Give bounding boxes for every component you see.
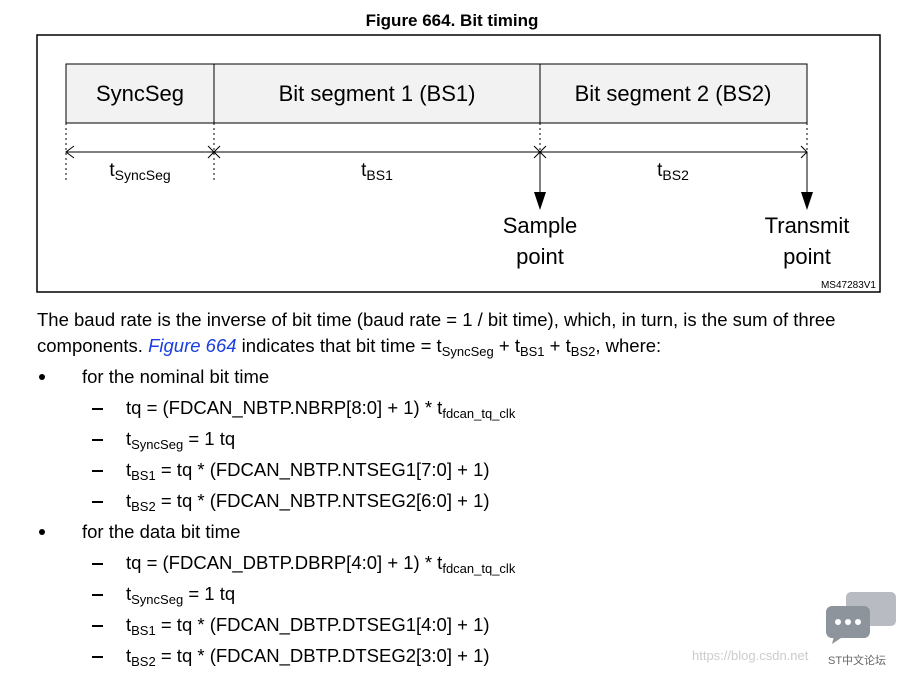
sub-item-text: tq = (FDCAN_DBTP.DBRP[4:0] + 1) * tfdcan…: [126, 552, 516, 576]
watermark-forum: ST中文论坛: [828, 655, 887, 667]
marker-label: Transmit: [765, 213, 850, 238]
sub-item-text: tBS2 = tq * (FDCAN_DBTP.DTSEG2[3:0] + 1): [126, 645, 490, 669]
chat-icon: [826, 592, 896, 644]
dash: [92, 563, 103, 565]
sub-item-text: tq = (FDCAN_NBTP.NBRP[8:0] + 1) * tfdcan…: [126, 397, 516, 421]
subscript: SyncSeg: [131, 437, 184, 452]
text-run: = tq * (FDCAN_NBTP.NTSEG1[7:0] + 1): [155, 459, 490, 480]
subscript: fdcan_tq_clk: [442, 561, 516, 576]
bullet: [39, 374, 45, 380]
dash: [92, 439, 103, 441]
dash: [92, 501, 103, 503]
sub-item: tBS1 = tq * (FDCAN_DBTP.DTSEG1[4:0] + 1): [37, 609, 515, 640]
bullet-item: for the nominal bit time: [37, 361, 515, 392]
text-run: t: [126, 614, 132, 635]
paragraph: The baud rate is the inverse of bit time…: [37, 307, 887, 359]
dash: [92, 656, 103, 658]
subscript: SyncSeg: [441, 344, 494, 359]
segment-label: Bit segment 1 (BS1): [279, 81, 476, 106]
subscript: BS1: [131, 623, 156, 638]
subscript: BS2: [131, 654, 156, 669]
sub-item: tBS2 = tq * (FDCAN_NBTP.NTSEG2[6:0] + 1): [37, 485, 515, 516]
text-run: = 1 tq: [183, 428, 236, 449]
text-run: t: [126, 583, 132, 604]
subscript: BS2: [131, 499, 156, 514]
sub-item-text: tBS1 = tq * (FDCAN_DBTP.DTSEG1[4:0] + 1): [126, 614, 490, 638]
bullet-list: for the nominal bit time tq = (FDCAN_NBTP…: [37, 361, 515, 671]
sub-item: tq = (FDCAN_DBTP.DBRP[4:0] + 1) * tfdcan…: [37, 547, 515, 578]
text-run: + t: [493, 335, 520, 356]
segment: [213, 63, 541, 124]
sub-item-text: tBS1 = tq * (FDCAN_NBTP.NTSEG1[7:0] + 1): [126, 459, 490, 483]
subscript: BS2: [570, 344, 596, 359]
dash: [92, 470, 103, 472]
subscript: SyncSeg: [131, 592, 184, 607]
duration-label: tBS2: [657, 160, 689, 183]
text-run: t: [126, 428, 132, 449]
text-run: = 1 tq: [183, 583, 236, 604]
bullet-item: for the data bit time: [37, 516, 515, 547]
subscript: BS1: [131, 468, 156, 483]
text-run: , where:: [595, 335, 662, 356]
watermark-url: https://blog.csdn.net: [692, 648, 809, 663]
bullet-text: for the nominal bit time: [82, 366, 270, 387]
text-run: t: [126, 645, 132, 666]
segment-label: Bit segment 2 (BS2): [575, 81, 772, 106]
duration-label: tSyncSeg: [109, 160, 170, 183]
segment-label: SyncSeg: [96, 81, 184, 106]
dash: [92, 594, 103, 596]
bullet: [39, 529, 45, 535]
figure-frame: [36, 34, 881, 293]
text-run: t: [126, 490, 132, 511]
sub-item: tSyncSeg = 1 tq: [37, 578, 515, 609]
text-run: t: [126, 459, 132, 480]
text-run: tq = (FDCAN_DBTP.DBRP[4:0] + 1) * t: [126, 552, 443, 573]
text-run: indicates that bit time = t: [236, 335, 442, 356]
text-run: + t: [544, 335, 571, 356]
sub-item-text: tBS2 = tq * (FDCAN_NBTP.NTSEG2[6:0] + 1): [126, 490, 490, 514]
subscript: BS1: [519, 344, 545, 359]
marker-label: point: [516, 244, 564, 269]
sub-item-text: tSyncSeg = 1 tq: [126, 428, 236, 452]
dotted-guides: [65, 123, 808, 183]
sub-item: tBS1 = tq * (FDCAN_NBTP.NTSEG1[7:0] + 1): [37, 454, 515, 485]
duration-label: tBS1: [361, 160, 393, 183]
dash: [92, 408, 103, 410]
sub-item-text: tSyncSeg = 1 tq: [126, 583, 236, 607]
marker-label: Sample: [503, 213, 578, 238]
figure-title: Figure 664. Bit timing: [366, 11, 539, 30]
figure-id: MS47283V1: [821, 280, 876, 291]
figure: Figure 664. Bit timing SyncSeg Bit segme…: [36, 11, 881, 293]
text-run: = tq * (FDCAN_NBTP.NTSEG2[6:0] + 1): [155, 490, 490, 511]
duration-axis: [65, 145, 808, 195]
text-run: = tq * (FDCAN_DBTP.DTSEG2[3:0] + 1): [155, 645, 490, 666]
text-run: = tq * (FDCAN_DBTP.DTSEG1[4:0] + 1): [155, 614, 490, 635]
marker-arrow: [534, 192, 813, 210]
sub-item: tBS2 = tq * (FDCAN_DBTP.DTSEG2[3:0] + 1): [37, 640, 515, 671]
text-run: tq = (FDCAN_NBTP.NBRP[8:0] + 1) * t: [126, 397, 443, 418]
text-run: The baud rate is the inverse of bit time…: [37, 309, 836, 356]
figure-link[interactable]: Figure 664: [148, 335, 237, 356]
marker-label: point: [783, 244, 831, 269]
sub-item: tSyncSeg = 1 tq: [37, 423, 515, 454]
sub-item: tq = (FDCAN_NBTP.NBRP[8:0] + 1) * tfdcan…: [37, 392, 515, 423]
segment: [65, 63, 215, 124]
bullet-text: for the data bit time: [82, 521, 241, 542]
subscript: fdcan_tq_clk: [442, 406, 516, 421]
segment: [539, 63, 808, 124]
dash: [92, 625, 103, 627]
